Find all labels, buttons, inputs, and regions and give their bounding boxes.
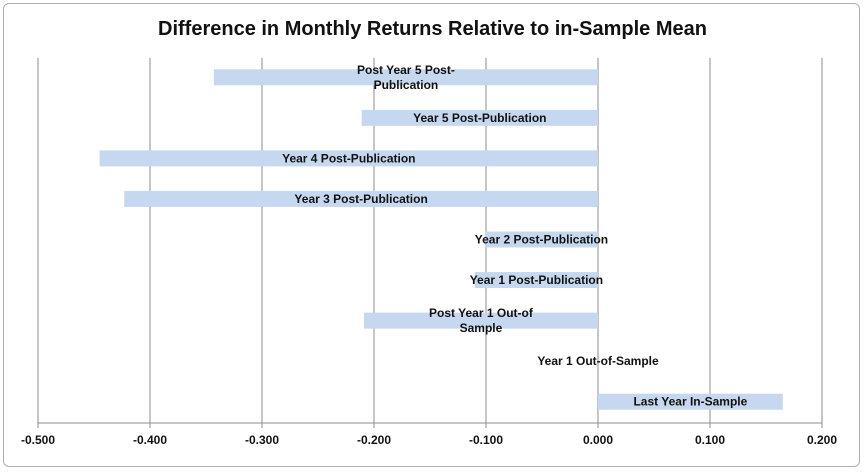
bar-label-line: Year 1 Out-of-Sample [537, 354, 659, 368]
bar-label-0: Post Year 5 Post-Publication [357, 63, 455, 92]
bar-4 [484, 231, 598, 248]
bar-label-8: Last Year In-Sample [633, 395, 747, 409]
bar-0 [213, 69, 598, 86]
bar-label-line: Post Year 5 Post- [357, 63, 455, 77]
bar-3 [124, 190, 599, 207]
bar-8 [598, 393, 783, 410]
bar-label-line: Publication [374, 78, 439, 92]
x-tick-label-0: -0.500 [21, 433, 55, 447]
x-tick-label-3: -0.200 [357, 433, 391, 447]
bar-label-line: Last Year In-Sample [633, 395, 747, 409]
x-tick-label-6: 0.100 [695, 433, 725, 447]
bar-label-line: Year 4 Post-Publication [282, 151, 415, 165]
x-tick-label-1: -0.400 [133, 433, 167, 447]
bar-1 [361, 109, 598, 126]
bar-5 [474, 272, 598, 289]
bar-label-line: Year 2 Post-Publication [475, 233, 608, 247]
x-tick-label-4: -0.100 [469, 433, 503, 447]
bar-label-line: Year 5 Post-Publication [413, 111, 546, 125]
bar-2 [99, 150, 598, 167]
bar-label-line: Post Year 1 Out-of [429, 306, 534, 320]
chart-title: Difference in Monthly Returns Relative t… [158, 18, 707, 40]
bar-label-1: Year 5 Post-Publication [413, 111, 546, 125]
x-tick-label-5: 0.000 [583, 433, 613, 447]
bar-label-5: Year 1 Post-Publication [470, 273, 603, 287]
bar-label-4: Year 2 Post-Publication [475, 233, 608, 247]
bar-6 [363, 312, 598, 329]
bar-label-2: Year 4 Post-Publication [282, 151, 415, 165]
bar-label-line: Year 1 Post-Publication [470, 273, 603, 287]
bar-label-line: Year 3 Post-Publication [294, 192, 427, 206]
bar-label-line: Sample [460, 321, 503, 335]
bar-label-7: Year 1 Out-of-Sample [537, 354, 659, 368]
bar-label-3: Year 3 Post-Publication [294, 192, 427, 206]
x-tick-label-2: -0.300 [245, 433, 279, 447]
x-tick-label-7: 0.200 [807, 433, 837, 447]
bar-label-6: Post Year 1 Out-of Sample [429, 306, 534, 335]
